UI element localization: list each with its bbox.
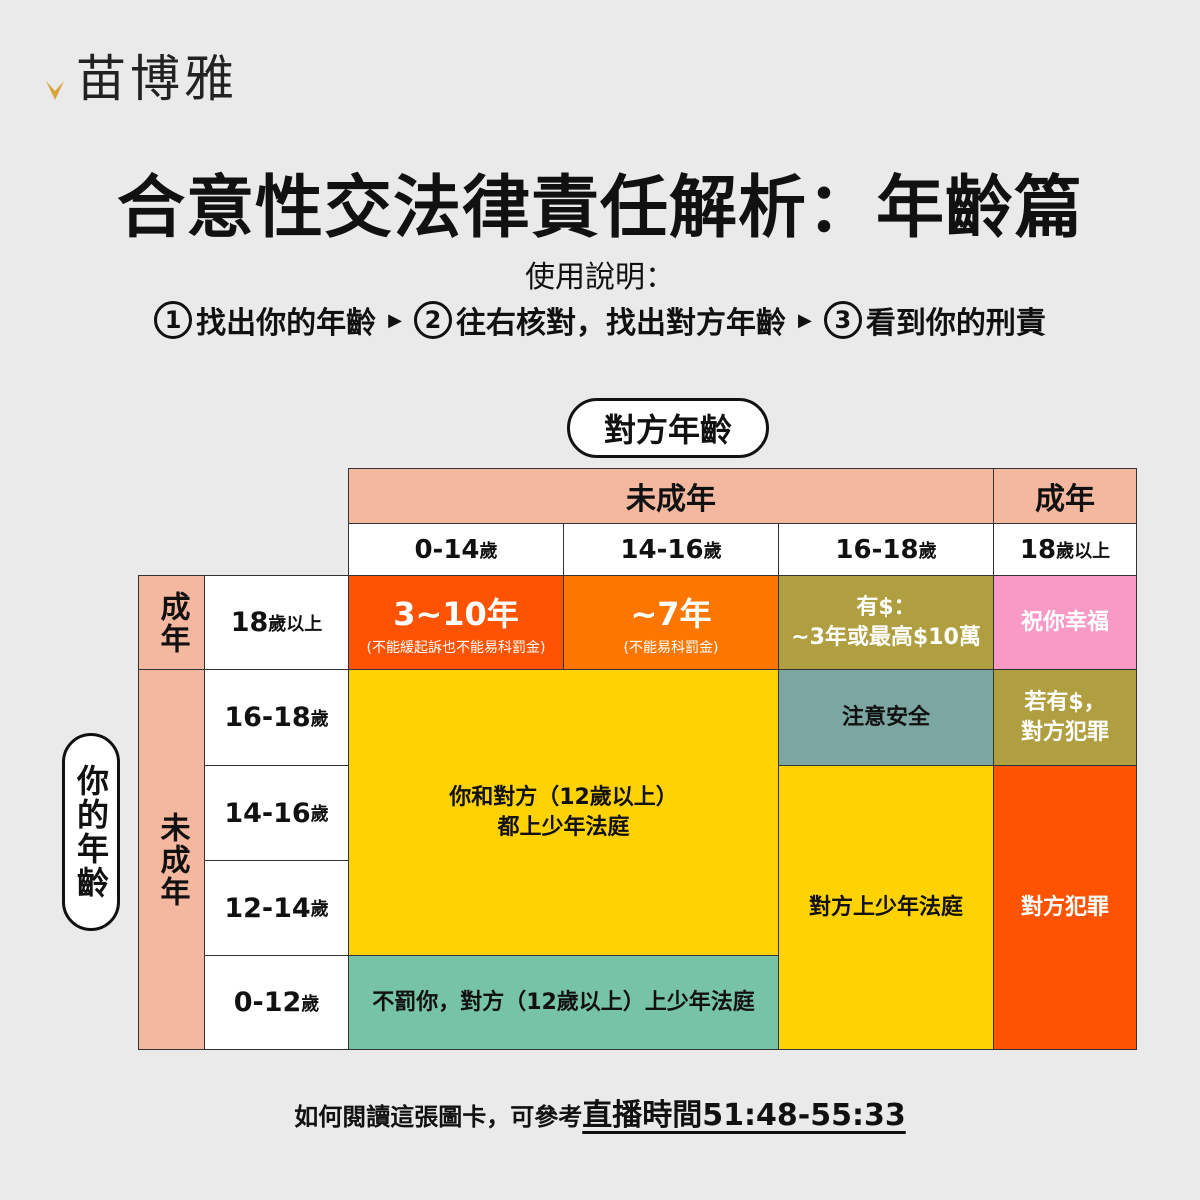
step-number: 1 [154,301,193,339]
cell-other-crime: 對方犯罪 [993,765,1137,1050]
instructions-label: 使用說明： [525,260,675,295]
step-text: 找出你的年齡 [196,306,377,341]
col-group-minor: 未成年 [348,468,994,524]
row-header: 16-18 歲 [204,669,349,766]
col-header: 16-18 歲 [778,523,994,576]
row-group-adult: 成年 [138,575,205,670]
brand-logo: 苗博雅 [44,40,238,110]
cell-16-18-16-18: 注意安全 [778,669,994,766]
col-group-adult: 成年 [993,468,1137,524]
step-number: 2 [414,301,452,339]
row-header: 0-12 歲 [204,955,349,1050]
footer-text: 如何閱讀這張圖卡，可參考 [294,1103,583,1131]
cell-adult-14-16: ~7年 (不能易科罰金) [563,575,779,670]
cell-other-juvenile: 對方上少年法庭 [778,765,994,1050]
row-header: 18 歲以上 [204,575,349,670]
cell-16-18-adult: 若有$， 對方犯罪 [993,669,1137,766]
livestream-timestamp-link[interactable]: 直播時間51:48-55:33 [582,1098,906,1133]
col-header: 18 歲以上 [993,523,1137,576]
your-age-label: 你的年齡 [62,733,120,931]
footer-note: 如何閱讀這張圖卡，可參考直播時間51:48-55:33 [0,1090,1200,1134]
triangle-right-icon: ▶ [798,309,812,331]
cell-adult-0-14: 3~10年 (不能緩起訴也不能易科罰金) [348,575,564,670]
row-group-minor: 未成年 [138,669,205,1050]
step-number: 3 [823,301,862,339]
cell-adult-adult: 祝你幸福 [993,575,1137,670]
step-text: 往右核對，找出對方年齡 [456,306,786,341]
cell-under-12: 不罰你，對方（12歲以上）上少年法庭 [348,955,779,1050]
other-age-label: 對方年齡 [567,398,769,458]
cell-adult-16-18: 有$： ~3年或最高$10萬 [778,575,994,670]
page-title: 合意性交法律責任解析：年齡篇 [116,169,1083,248]
cell-juvenile-both: 你和對方（12歲以上） 都上少年法庭 [348,669,779,956]
instruction-steps: 1 找出你的年齡 ▶ 2 往右核對，找出對方年齡 ▶ 3 看到你的刑責 [0,298,1200,342]
brand-name: 苗博雅 [76,50,238,108]
wheat-icon [46,81,64,100]
step-text: 看到你的刑責 [865,306,1046,341]
col-header: 0-14 歲 [348,523,564,576]
row-header: 14-16 歲 [204,765,349,861]
col-header: 14-16 歲 [563,523,779,576]
triangle-right-icon: ▶ [388,309,402,331]
row-header: 12-14 歲 [204,860,349,956]
